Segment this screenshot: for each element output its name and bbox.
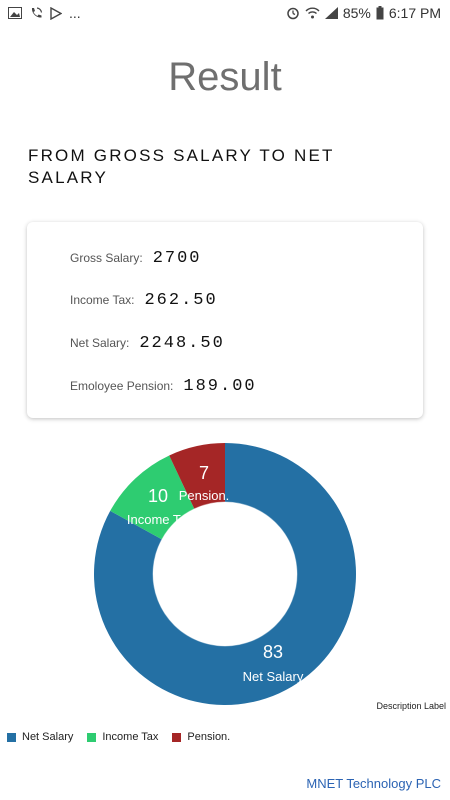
category-label-pension: Pension. <box>179 488 230 503</box>
legend-label-pension: Pension. <box>187 731 231 743</box>
donut-hole <box>160 509 290 639</box>
legend-item-pension: Pension. <box>172 731 230 743</box>
slice-pension[interactable] <box>169 443 225 509</box>
income-tax-row: Income Tax: 262.50 <box>70 291 218 310</box>
category-label-net-salary: Net Salary <box>243 669 304 684</box>
more-notifications-text: ... <box>69 5 81 21</box>
legend-label-income-tax: Income Tax <box>102 731 159 743</box>
net-salary-label: Net Salary: <box>70 336 130 350</box>
status-right: 85% 6:17 PM <box>286 5 441 21</box>
legend-swatch-net-salary <box>7 732 16 742</box>
gross-salary-row: Gross Salary: 2700 <box>70 249 202 268</box>
legend-label-net-salary: Net Salary <box>22 731 74 743</box>
income-tax-label: Income Tax: <box>70 293 135 307</box>
pension-value: 189.00 <box>183 377 257 396</box>
slice-income-tax[interactable] <box>110 455 195 540</box>
gallery-icon <box>8 7 22 19</box>
salary-donut-chart[interactable]: 83 Net Salary 10 Income Tax 7 Pension. <box>0 430 450 720</box>
category-label-income-tax: Income Tax <box>127 512 194 527</box>
value-label-income-tax: 10 <box>148 486 168 506</box>
inner-ring <box>152 501 298 647</box>
legend-item-income-tax: Income Tax <box>87 731 158 743</box>
gross-salary-value: 2700 <box>152 249 202 268</box>
signal-icon <box>324 7 338 19</box>
net-salary-row: Net Salary: 2248.50 <box>70 334 225 353</box>
gross-salary-label: Gross Salary: <box>70 251 143 265</box>
pension-label: Emoloyee Pension: <box>70 379 174 393</box>
chart-description-label: Description Label <box>376 701 446 711</box>
value-label-net-salary: 83 <box>263 642 283 662</box>
play-store-icon <box>50 6 62 20</box>
footer-company: MNET Technology PLC <box>306 776 441 791</box>
wifi-icon <box>305 7 320 19</box>
status-left: ... <box>8 5 81 21</box>
slice-net-salary[interactable] <box>93 443 356 705</box>
legend-swatch-pension <box>172 732 182 742</box>
pension-row: Emoloyee Pension: 189.00 <box>70 377 257 396</box>
net-salary-value: 2248.50 <box>139 334 225 353</box>
alarm-icon <box>287 7 299 20</box>
battery-percent: 85% <box>342 5 371 21</box>
legend-swatch-income-tax <box>87 732 97 742</box>
battery-icon <box>376 6 384 20</box>
page-subtitle: FROM GROSS SALARY TO NET SALARY <box>28 146 335 187</box>
income-tax-value: 262.50 <box>144 291 218 310</box>
legend-item-net-salary: Net Salary <box>7 731 73 743</box>
page-title: Result <box>168 55 282 99</box>
chart-legend: Net Salary Income Tax Pension. <box>7 731 244 743</box>
phone-wifi-icon <box>31 7 43 18</box>
clock-time: 6:17 PM <box>388 5 441 21</box>
salary-summary-card: Gross Salary: 2700 Income Tax: 262.50 Ne… <box>27 222 423 418</box>
status-bar: ... 85% 6:17 PM <box>0 0 450 28</box>
value-label-pension: 7 <box>199 463 209 483</box>
